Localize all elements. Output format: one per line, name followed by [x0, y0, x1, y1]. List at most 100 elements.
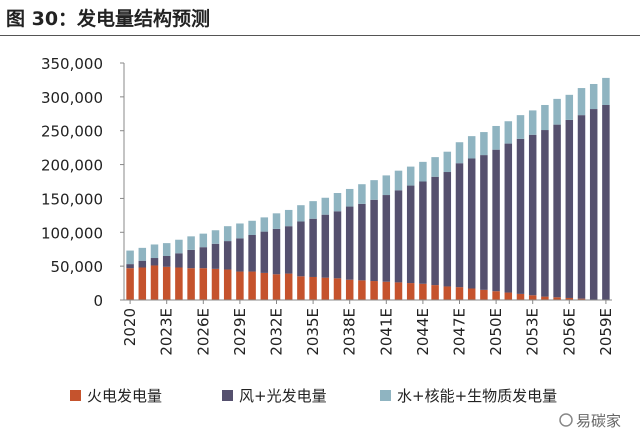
bar-segment-thermal-2045E [431, 285, 439, 300]
bar-segment-hydro-nuclear-bio-2020 [126, 250, 134, 265]
watermark-text: 易碳家 [576, 412, 621, 430]
bar-segment-wind-solar-2026E [199, 247, 208, 269]
bar-segment-wind-solar-2059E [602, 104, 610, 301]
bar-segment-hydro-nuclear-bio-2047E [455, 142, 464, 164]
bar-segment-hydro-nuclear-bio-2045E [431, 157, 439, 177]
x-tick-label: 2050E [487, 308, 505, 356]
bar-segment-hydro-nuclear-bio-2058E [589, 83, 598, 110]
bar-segment-thermal-2021E [138, 267, 147, 300]
bar-segment-hydro-nuclear-bio-2024E [175, 239, 183, 254]
title-divider [0, 35, 640, 36]
bar-segment-thermal-2055E [553, 297, 561, 300]
legend-swatch [70, 390, 81, 401]
y-tick-label: 50,000 [51, 258, 104, 276]
bar-segment-wind-solar-2045E [431, 176, 439, 286]
bar-segment-thermal-2022E [150, 265, 159, 300]
bar-segment-thermal-2032E [272, 274, 281, 300]
bar-segment-wind-solar-2058E [589, 109, 598, 300]
bar-segment-hydro-nuclear-bio-2026E [199, 233, 208, 248]
bar-segment-hydro-nuclear-bio-2038E [345, 188, 354, 207]
bar-segment-hydro-nuclear-bio-2032E [272, 213, 281, 229]
bar-segment-wind-solar-2023E [162, 255, 171, 267]
bar-segment-hydro-nuclear-bio-2031E [260, 217, 269, 232]
bar-segment-wind-solar-2057E [577, 115, 586, 299]
bar-segment-thermal-2031E [260, 272, 269, 300]
legend-label: 风+光发电量 [239, 387, 327, 405]
x-tick-label: 2041E [377, 308, 395, 356]
bar-segment-wind-solar-2050E [492, 149, 500, 292]
bar-segment-wind-solar-2038E [345, 206, 354, 280]
bar-segment-wind-solar-2046E [443, 172, 452, 287]
legend-swatch [380, 390, 391, 401]
y-tick-label: 300,000 [41, 89, 103, 107]
bar-segment-thermal-2036E [321, 277, 330, 300]
bar-segment-thermal-2047E [455, 287, 464, 300]
bar-segment-hydro-nuclear-bio-2035E [309, 201, 317, 219]
bar-segment-hydro-nuclear-bio-2036E [321, 197, 330, 215]
bar-segment-thermal-2029E [236, 271, 244, 300]
bar-segment-thermal-2044E [419, 283, 427, 300]
legend: 火电发电量 风+光发电量 水+核能+生物质发电量 [70, 387, 557, 405]
bar-segment-thermal-2030E [248, 271, 256, 300]
bar-segment-hydro-nuclear-bio-2037E [333, 193, 342, 212]
bar-segment-wind-solar-2035E [309, 218, 317, 277]
bar-segment-thermal-2038E [345, 279, 354, 300]
bar-segment-hydro-nuclear-bio-2046E [443, 151, 452, 173]
bar-segment-thermal-2024E [175, 267, 183, 300]
bar-segment-thermal-2056E [565, 297, 574, 300]
bar-segment-thermal-2033E [284, 273, 293, 300]
bar-segment-wind-solar-2040E [370, 199, 378, 282]
y-tick-label: 200,000 [41, 157, 103, 175]
bar-segment-hydro-nuclear-bio-2022E [150, 244, 159, 259]
watermark-logo-icon [559, 413, 573, 427]
x-tick-label: 2047E [451, 308, 469, 356]
bar-segment-wind-solar-2032E [272, 228, 281, 275]
bar-segment-hydro-nuclear-bio-2048E [467, 136, 476, 159]
legend-label: 水+核能+生物质发电量 [397, 387, 557, 405]
bar-segment-hydro-nuclear-bio-2040E [370, 180, 378, 200]
bar-segment-thermal-2034E [297, 276, 305, 300]
x-tick-label: 2026E [194, 308, 212, 356]
bar-segment-hydro-nuclear-bio-2042E [394, 170, 403, 191]
bar-segment-wind-solar-2048E [467, 158, 476, 289]
bar-segment-thermal-2052E [516, 293, 525, 300]
bar-segment-hydro-nuclear-bio-2027E [211, 230, 220, 244]
bar-segment-wind-solar-2022E [150, 258, 159, 266]
bar-segment-wind-solar-2036E [321, 214, 330, 278]
x-tick-label: 2032E [268, 308, 286, 356]
bar-segment-wind-solar-2025E [187, 249, 195, 269]
bar-segment-wind-solar-2051E [504, 143, 513, 293]
bar-segment-hydro-nuclear-bio-2052E [516, 115, 525, 139]
y-tick-label: 100,000 [41, 224, 103, 242]
bar-segment-hydro-nuclear-bio-2039E [358, 184, 366, 204]
bar-segment-hydro-nuclear-bio-2056E [565, 94, 574, 120]
bar-segment-wind-solar-2044E [419, 181, 427, 284]
bar-segment-wind-solar-2043E [406, 185, 415, 284]
bar-segment-wind-solar-2052E [516, 138, 525, 294]
bar-segment-hydro-nuclear-bio-2029E [236, 223, 244, 239]
bar-segment-thermal-2040E [370, 281, 378, 300]
x-tick-label: 2023E [158, 308, 176, 356]
bar-segment-thermal-2039E [358, 280, 366, 300]
bar-segment-wind-solar-2041E [382, 195, 391, 282]
y-tick-label: 150,000 [41, 190, 103, 208]
bar-segment-wind-solar-2024E [175, 253, 183, 268]
bar-segment-thermal-2051E [504, 292, 513, 300]
bar-segment-hydro-nuclear-bio-2041E [382, 175, 391, 196]
x-tick-label: 2020 [121, 308, 139, 346]
bar-segment-wind-solar-2053E [528, 134, 537, 296]
bar-segment-thermal-2050E [492, 291, 500, 300]
bar-segment-thermal-2048E [467, 288, 476, 300]
bar-segment-thermal-2035E [309, 276, 317, 300]
bar-segment-hydro-nuclear-bio-2049E [480, 132, 488, 156]
bar-segment-thermal-2020 [126, 268, 134, 300]
bar-segment-wind-solar-2029E [236, 238, 244, 272]
y-tick-label: 0 [93, 292, 103, 310]
y-tick-label: 350,000 [41, 55, 103, 73]
x-tick-label: 2044E [414, 308, 432, 356]
bar-segment-hydro-nuclear-bio-2030E [248, 220, 256, 235]
y-axis: 0 50,000 100,000 150,000 200,000 250,000 300,0… [41, 55, 125, 310]
bar-segment-hydro-nuclear-bio-2057E [577, 88, 586, 116]
bar-segment-wind-solar-2054E [541, 130, 549, 297]
bar-segment-hydro-nuclear-bio-2021E [138, 247, 147, 261]
